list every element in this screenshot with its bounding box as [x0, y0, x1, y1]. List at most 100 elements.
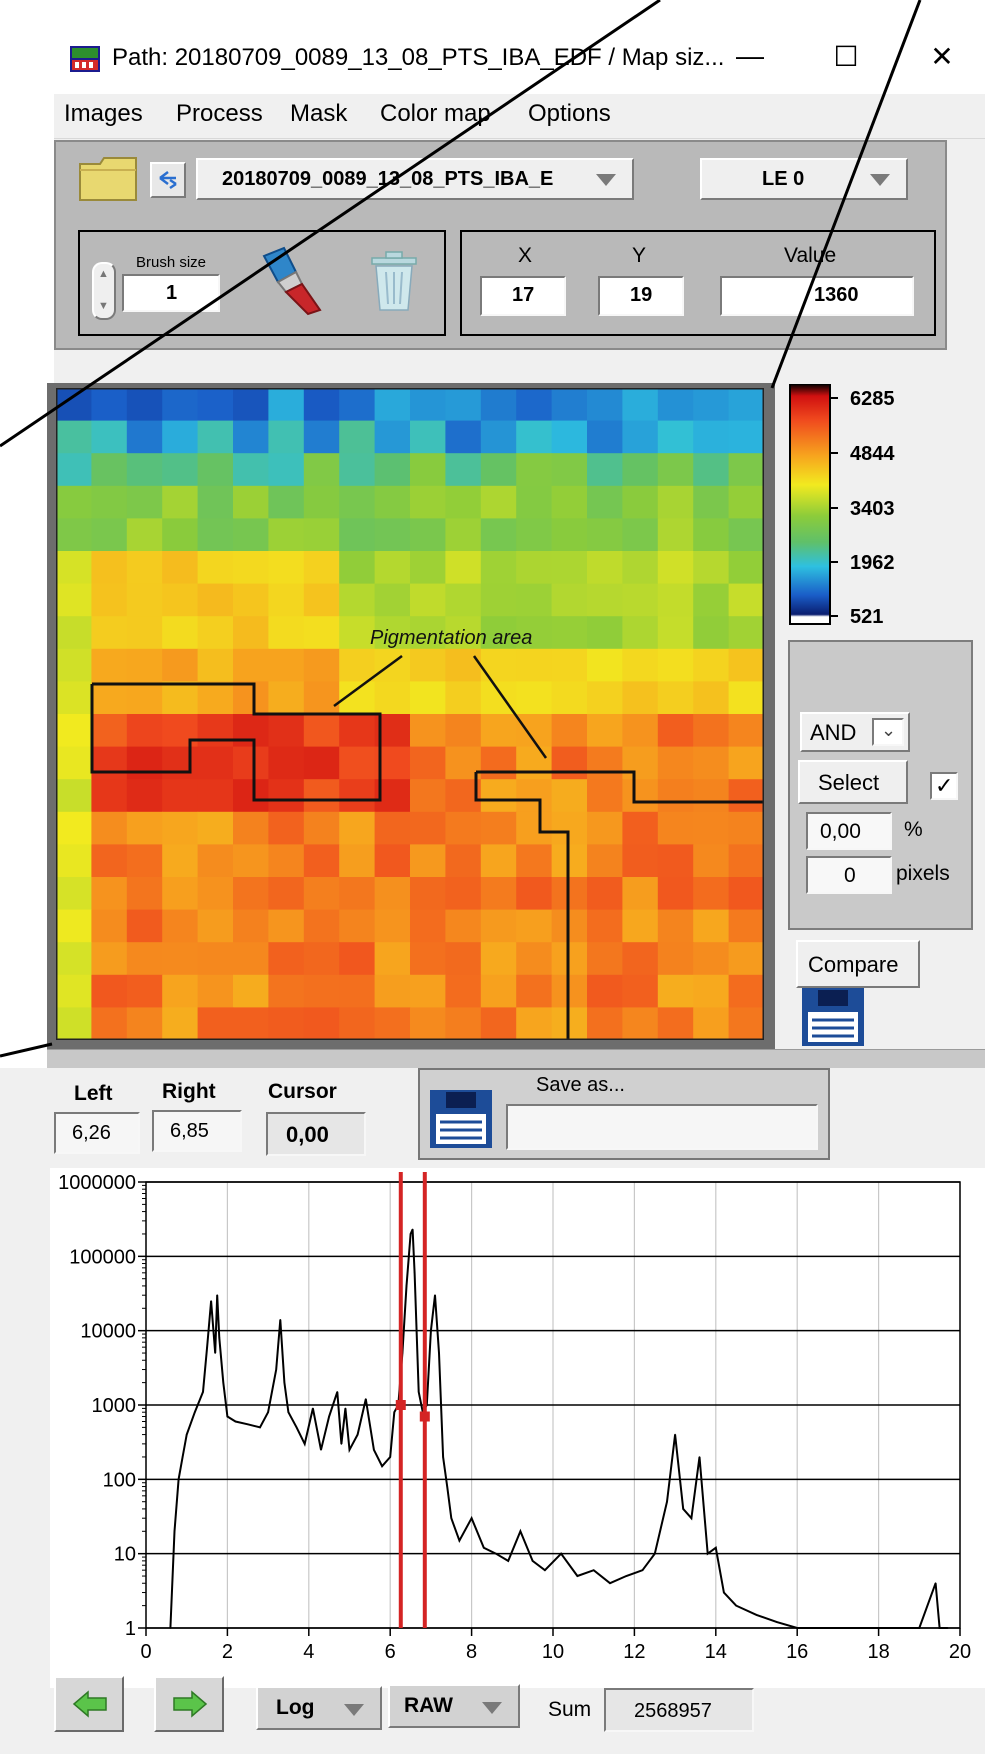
heatmap-cell [91, 714, 127, 747]
spectrum-point [520, 1531, 522, 1533]
heatmap-cell [658, 747, 694, 780]
heatmap-cell [693, 649, 729, 682]
arrow-left-icon [72, 1690, 108, 1718]
heatmap-cell [162, 551, 198, 584]
heatmap-cell [481, 779, 517, 812]
spectrum-point [544, 1569, 546, 1571]
line-select[interactable]: LE 0 [700, 158, 908, 200]
heatmap-cell [56, 388, 92, 421]
horizontal-scrollbar[interactable] [47, 1049, 985, 1068]
heatmap-cell [516, 942, 552, 975]
select-checkbox[interactable]: ✓ [930, 772, 958, 800]
spectrum-point [178, 1479, 180, 1481]
compare-button[interactable]: Compare [796, 940, 920, 988]
minimize-button[interactable]: — [730, 40, 770, 72]
heatmap-cell [587, 942, 623, 975]
heatmap[interactable]: Pigmentation area [56, 388, 764, 1040]
heatmap-cell [587, 714, 623, 747]
heatmap-cell [481, 942, 517, 975]
file-select[interactable]: 20180709_0089_13_08_PTS_IBA_E [196, 158, 634, 200]
heatmap-cell [587, 421, 623, 454]
swap-arrows-icon [156, 170, 180, 190]
x-label: X [518, 244, 532, 268]
brush-icon[interactable] [256, 244, 330, 316]
heatmap-cell [587, 910, 623, 943]
heatmap-cell [445, 421, 481, 454]
spectrum-chart[interactable]: 0 2 4 6 8 10 12 14 16 18 20 1000000 100000 10000 1000 1… [48, 1168, 983, 1678]
heatmap-cell [233, 453, 269, 486]
heatmap-cell [233, 551, 269, 584]
heatmap-cell [233, 681, 269, 714]
heatmap-cell [198, 812, 234, 845]
previous-button[interactable] [54, 1676, 124, 1732]
close-button[interactable]: ✕ [922, 40, 962, 73]
menu-images[interactable]: Images [64, 100, 143, 128]
colorbar-tick: 6285 [850, 388, 895, 411]
save-as-field[interactable] [506, 1104, 818, 1150]
left-label: Left [74, 1082, 113, 1106]
heatmap-cell [127, 388, 163, 421]
spectrum-point [459, 1540, 461, 1542]
heatmap-cell [339, 551, 375, 584]
spectrum-point [699, 1456, 701, 1458]
save-icon[interactable] [802, 988, 864, 1046]
heatmap-cell [375, 421, 411, 454]
menu-mask[interactable]: Mask [290, 100, 347, 128]
heatmap-cell [516, 584, 552, 617]
spectrum-point [288, 1411, 290, 1413]
heatmap-cell [516, 421, 552, 454]
heatmap-cell [91, 421, 127, 454]
left-field[interactable]: 6,26 [54, 1112, 140, 1154]
brush-size-stepper[interactable]: ▲ ▼ [92, 262, 116, 320]
heatmap-cell [658, 453, 694, 486]
y-field: 19 [598, 276, 684, 316]
mode-select[interactable]: RAW [388, 1684, 520, 1728]
maximize-button[interactable]: ☐ [826, 40, 866, 73]
heatmap-cell [481, 453, 517, 486]
heatmap-cell [729, 714, 764, 747]
heatmap-cell [162, 388, 198, 421]
heatmap-cell [410, 551, 446, 584]
next-button[interactable] [154, 1676, 224, 1732]
right-field[interactable]: 6,85 [152, 1110, 242, 1152]
heatmap-cell [410, 844, 446, 877]
heatmap-cell [445, 453, 481, 486]
y-tick-label: 1 [125, 1618, 136, 1640]
heatmap-cell [516, 975, 552, 1008]
heatmap-cell [552, 877, 588, 910]
percent-field[interactable]: 0,00 [806, 812, 892, 850]
heatmap-cell [162, 649, 198, 682]
select-button[interactable]: Select [798, 760, 908, 804]
heatmap-cell [729, 779, 764, 812]
scale-select[interactable]: Log [256, 1686, 382, 1730]
heatmap-cell [198, 584, 234, 617]
chevron-down-icon [870, 174, 890, 186]
swap-button[interactable] [150, 162, 186, 198]
operator-select[interactable]: AND ⌄ [800, 712, 910, 752]
heatmap-cell [339, 975, 375, 1008]
spectrum-point [223, 1382, 225, 1384]
heatmap-cell [552, 616, 588, 649]
heatmap-cell [587, 779, 623, 812]
pixels-field[interactable]: 0 [806, 856, 892, 894]
menu-process[interactable]: Process [176, 100, 263, 128]
trash-icon[interactable] [366, 248, 422, 314]
chevron-down-icon [344, 1704, 364, 1716]
heatmap-cell [693, 1007, 729, 1040]
heatmap-cell [56, 747, 92, 780]
x-field: 17 [480, 276, 566, 316]
heatmap-cell [56, 486, 92, 519]
save-icon[interactable] [430, 1090, 492, 1148]
heatmap-cell [127, 747, 163, 780]
heatmap-cell [91, 975, 127, 1008]
menu-color-map[interactable]: Color map [380, 100, 491, 128]
menu-options[interactable]: Options [528, 100, 611, 128]
brush-size-field[interactable]: 1 [122, 274, 220, 312]
heatmap-cell [233, 649, 269, 682]
heatmap-cell [622, 681, 658, 714]
heatmap-cell [410, 1007, 446, 1040]
heatmap-cell [233, 616, 269, 649]
heatmap-cell [587, 877, 623, 910]
folder-icon[interactable] [78, 156, 140, 202]
heatmap-cell [233, 942, 269, 975]
